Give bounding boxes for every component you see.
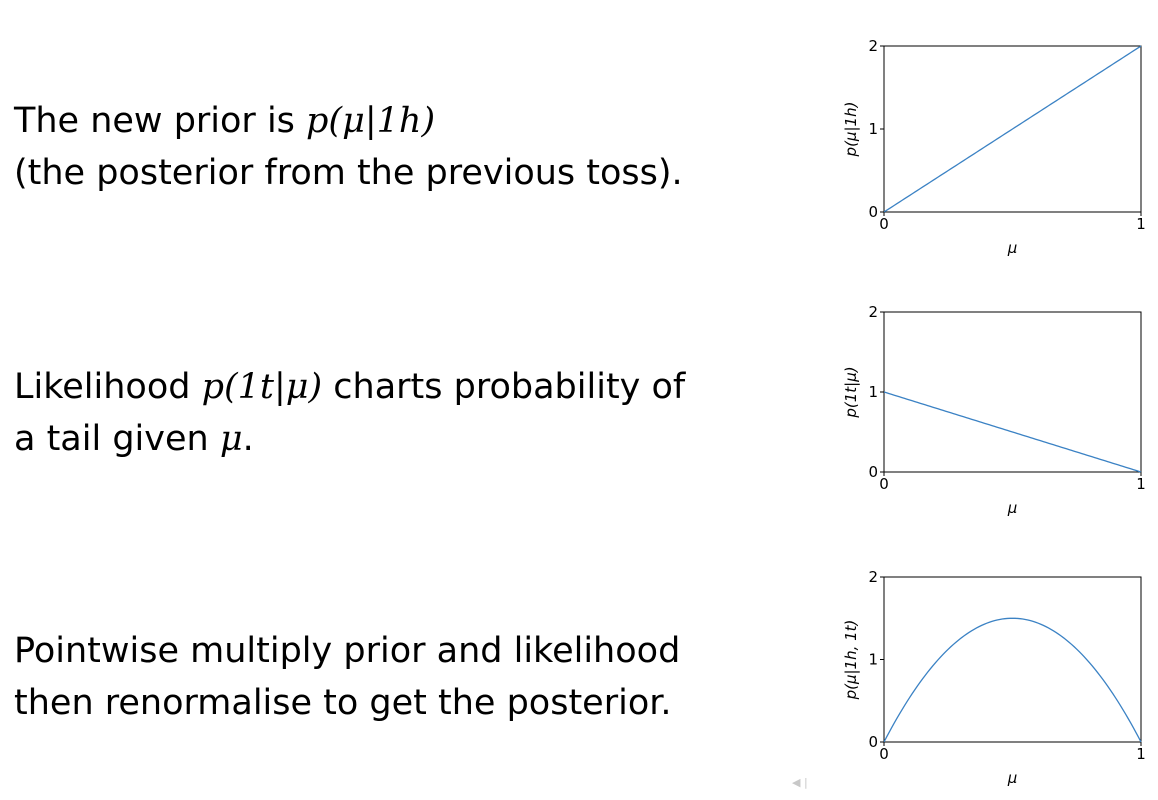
chart-1: 0 1 2 0 1 μ p(μ|1h) [842, 37, 1146, 257]
likelihood-line-1: Likelihood p(1t|μ) charts probability of [14, 361, 734, 413]
likelihood-text-b: charts probability of [322, 367, 686, 407]
slide-nav-hint[interactable]: ◀ | [792, 776, 808, 789]
chart-3: 0 1 2 0 1 μ p(μ|1h, 1t) [842, 568, 1146, 787]
prior-math: p(μ|1h) [306, 101, 436, 141]
text-block-prior: The new prior is p(μ|1h) (the posterior … [14, 95, 734, 199]
chart-3-ytick-label-2: 2 [868, 568, 878, 586]
chart-1-xtick-label-1: 1 [1136, 215, 1146, 233]
chart-3-xlabel: μ [1007, 769, 1018, 787]
chart-1-xlabel: μ [1007, 239, 1018, 257]
prior-line-2: (the posterior from the previous toss). [14, 153, 683, 193]
chart-1-series-line [883, 45, 1142, 213]
chart-3-xtick-label-0: 0 [879, 745, 889, 763]
likelihood-text-a: Likelihood [14, 367, 202, 407]
likelihood-math: p(1t|μ) [201, 367, 323, 407]
likelihood-mu: μ [219, 419, 243, 459]
chart-1-ytick-label-2: 2 [868, 37, 878, 55]
prior-line-1: The new prior is p(μ|1h) [14, 95, 734, 147]
chart-1-ylabel: p(μ|1h) [842, 102, 860, 158]
likelihood-period: . [242, 419, 254, 459]
chart-2-series-line [883, 391, 1142, 473]
chart-3-xtick-label-1: 1 [1136, 745, 1146, 763]
likelihood-line-2: a tail given μ. [14, 413, 734, 465]
chart-1-ytick-label-0: 0 [868, 203, 878, 221]
posterior-line-1: Pointwise multiply prior and likelihood [14, 631, 681, 671]
chart-1-ytick-label-1: 1 [868, 120, 878, 138]
text-block-posterior: Pointwise multiply prior and likelihood … [14, 625, 734, 729]
posterior-line-2: then renormalise to get the posterior. [14, 683, 672, 723]
chart-3-series-line [883, 617, 1142, 743]
chart-3-ylabel: p(μ|1h, 1t) [842, 620, 860, 701]
text-block-likelihood: Likelihood p(1t|μ) charts probability of… [14, 361, 734, 465]
chart-2-ytick-label-0: 0 [868, 463, 878, 481]
chart-2-frame [883, 311, 1142, 473]
chart-2: 0 1 2 0 1 μ p(1t|μ) [842, 303, 1146, 517]
chart-2-ytick-label-2: 2 [868, 303, 878, 321]
likelihood-text-c: a tail given [14, 419, 220, 459]
chart-2-xtick-label-1: 1 [1136, 475, 1146, 493]
chart-2-xtick-label-0: 0 [879, 475, 889, 493]
chart-1-xtick-label-0: 0 [879, 215, 889, 233]
prior-text: The new prior is [14, 101, 307, 141]
chart-2-ylabel: p(1t|μ) [842, 366, 860, 418]
chart-3-ytick-label-0: 0 [868, 733, 878, 751]
chart-2-xlabel: μ [1007, 499, 1018, 517]
chart-3-frame [883, 576, 1142, 743]
chart-3-ytick-label-1: 1 [868, 651, 878, 669]
chart-2-ytick-label-1: 1 [868, 383, 878, 401]
